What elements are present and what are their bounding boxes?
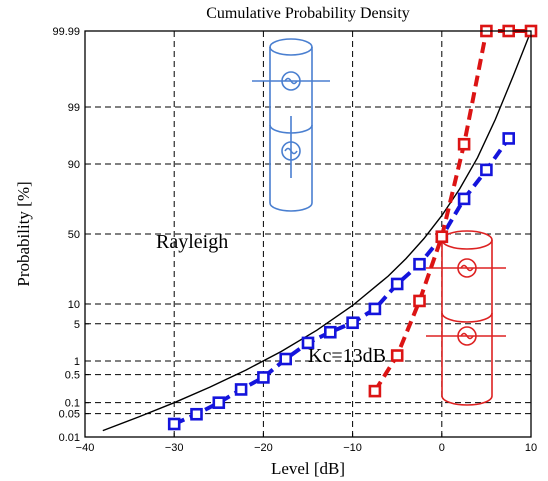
- series-1-marker: [279, 352, 293, 366]
- x-axis-label: Level [dB]: [271, 459, 345, 478]
- series-1-line: [173, 137, 511, 426]
- y-tick-label: 99: [68, 102, 80, 114]
- y-tick-label: 0.01: [59, 432, 80, 444]
- series-1-marker: [368, 302, 382, 316]
- x-tick-label: −40: [76, 442, 95, 454]
- y-tick-label: 90: [68, 159, 80, 171]
- series-1-marker: [234, 383, 248, 396]
- blue-antenna-icon: [252, 38, 330, 212]
- series-1-marker: [480, 163, 493, 177]
- x-axis-ticks: −40 −30 −20 −10 0 10: [76, 433, 537, 454]
- y-tick-label: 50: [68, 229, 80, 241]
- series-1-marker: [190, 407, 203, 421]
- x-tick-label: 0: [439, 442, 445, 454]
- series-1-marker: [413, 257, 426, 271]
- y-tick-label: 0.1: [65, 398, 80, 410]
- series-1-marker: [457, 192, 471, 206]
- y-tick-label: 1: [74, 356, 80, 368]
- y-tick-label: 0.05: [59, 409, 80, 421]
- series-2-marker: [457, 137, 471, 151]
- y-tick-label: 99.99: [52, 26, 80, 38]
- annotation-kc: Kc=13dB: [308, 345, 386, 367]
- rayleigh-reference-line: [102, 30, 532, 432]
- series-1-marker: [346, 316, 359, 330]
- series-1-marker: [212, 396, 226, 409]
- chart-title: Cumulative Probability Density: [206, 5, 410, 22]
- x-tick-label: 10: [525, 442, 537, 454]
- series-1-marker: [502, 132, 516, 145]
- series-1-marker: [257, 371, 270, 384]
- series-2-marker: [390, 349, 404, 362]
- series-1-marker: [323, 325, 337, 339]
- series-1-marker: [301, 336, 315, 350]
- series-2-marker: [413, 294, 426, 308]
- series-2-marker: [435, 230, 449, 244]
- annotation-rayleigh: Rayleigh: [156, 231, 228, 253]
- series-1-marker: [390, 277, 404, 291]
- series-1-marker: [167, 417, 181, 431]
- y-tick-label: 5: [74, 319, 80, 331]
- x-tick-label: −30: [165, 442, 184, 454]
- x-tick-label: −10: [343, 442, 362, 454]
- y-axis-ticks: 0.01 0.050.1 0.5 1 5 10 50 90 99 99.99: [52, 26, 89, 444]
- x-tick-label: −20: [254, 442, 273, 454]
- y-tick-label: 10: [68, 299, 80, 311]
- y-tick-label: 0.5: [65, 370, 80, 382]
- series-2-marker: [368, 384, 382, 398]
- y-axis-label: Probability [%]: [14, 181, 33, 286]
